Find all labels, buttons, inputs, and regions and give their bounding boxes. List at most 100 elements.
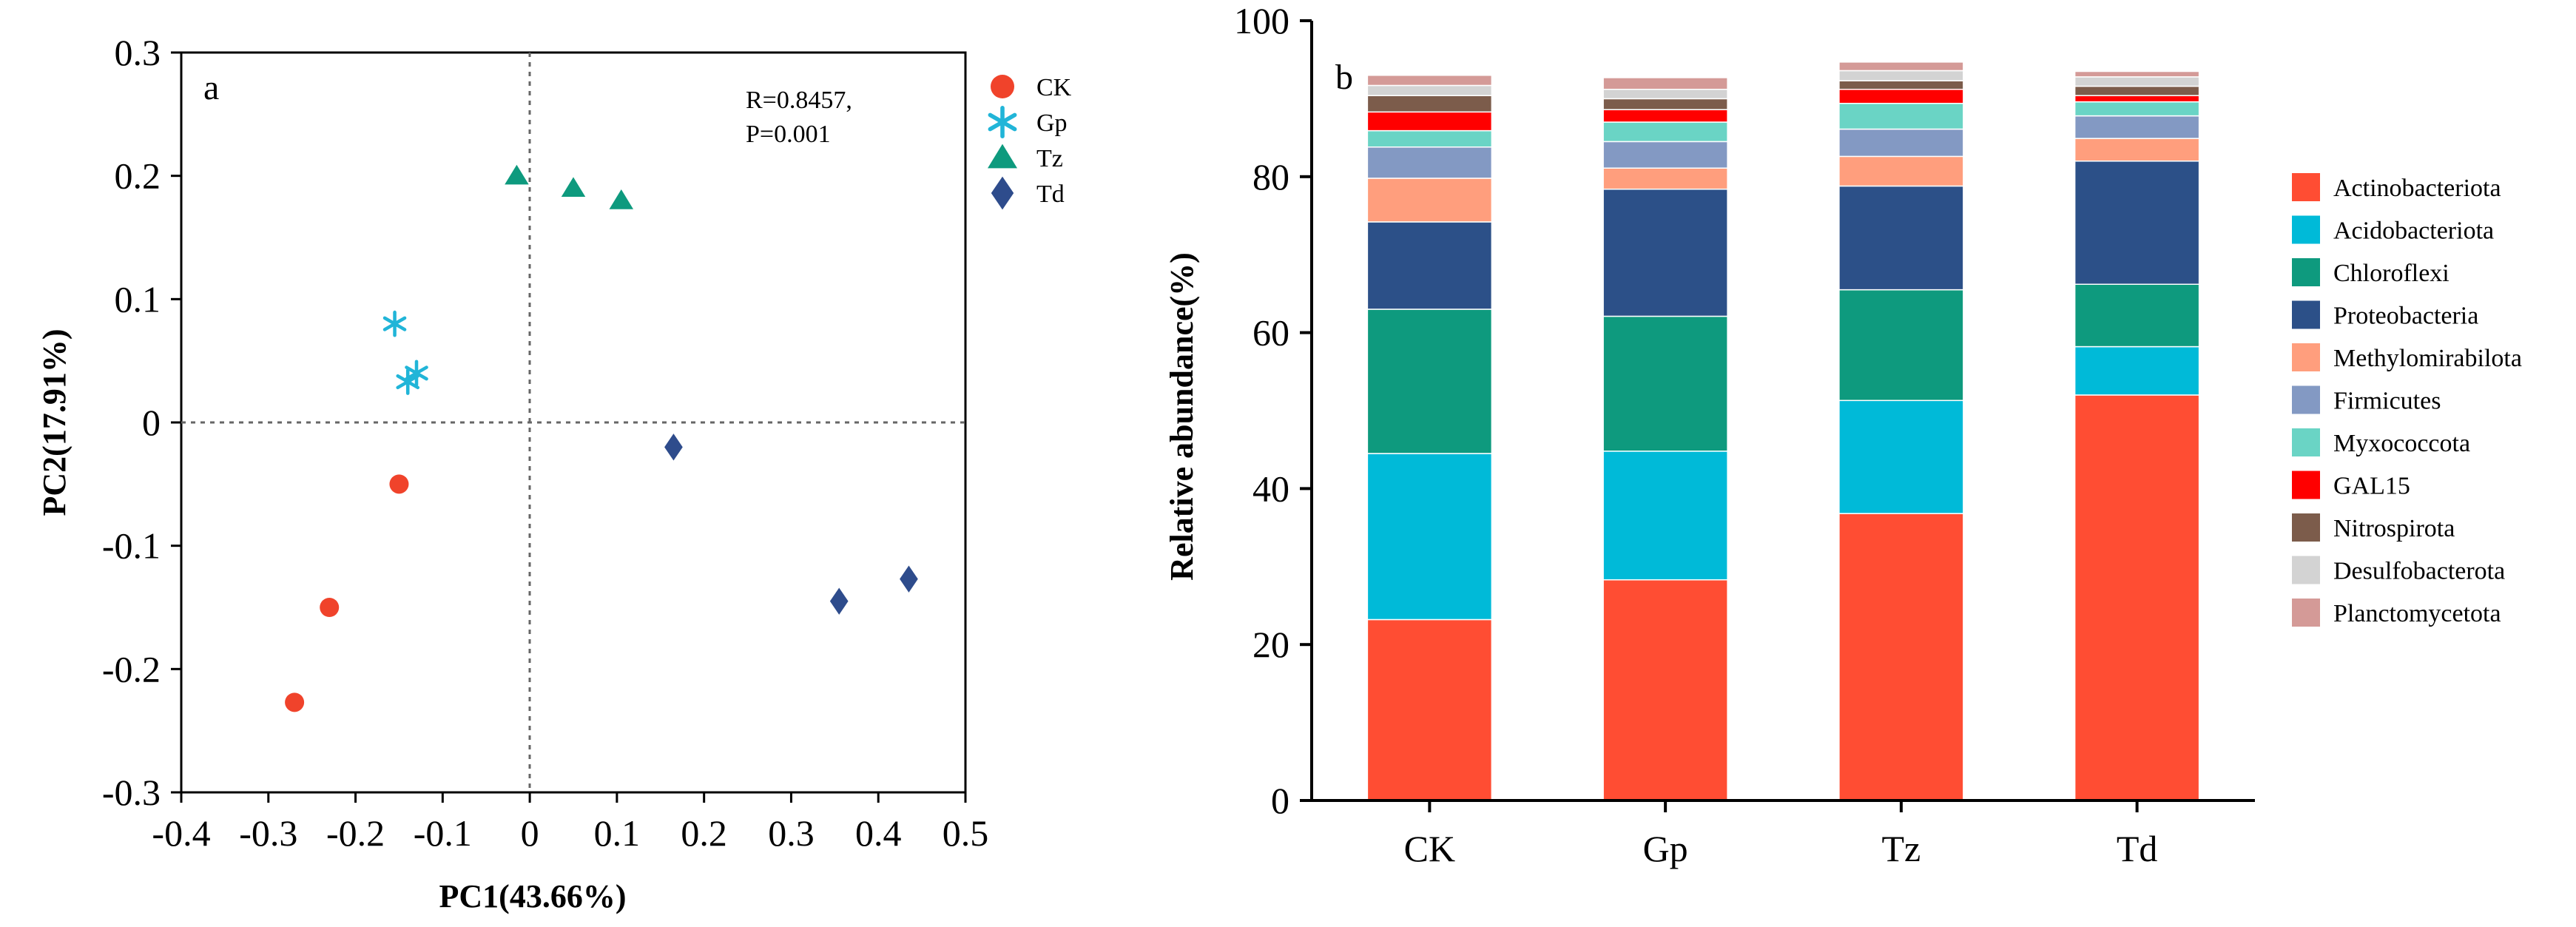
legend-marker-gp xyxy=(988,106,1017,138)
x-tick-label: 0.5 xyxy=(943,812,989,854)
x-tick-label: CK xyxy=(1404,828,1455,869)
legend-swatch-desulfobacterota xyxy=(2292,556,2320,584)
point-gp xyxy=(382,310,407,337)
bar-segment: Gp · Chloroflexi: 17.3% xyxy=(1602,315,1728,452)
y-axis-title: PC2(17.91%) xyxy=(36,329,73,516)
point-ck xyxy=(285,692,305,712)
bar-segment: Gp · Proteobacteria: 16.3% xyxy=(1602,188,1728,317)
bar-segment: Tz · Acidobacteriota: 14.5% xyxy=(1838,400,1964,514)
legend-swatch-actinobacteriota xyxy=(2292,173,2320,201)
bar-segment: Tz · GAL15: 1.8% xyxy=(1838,89,1964,104)
scatter-points xyxy=(285,164,918,712)
y-tick-label: 100 xyxy=(1234,0,1289,41)
bar-segment: Gp · Nitrospirota: 1.4% xyxy=(1602,98,1728,110)
x-tick-label: 0.3 xyxy=(768,812,815,854)
scatter-legend: CK Gp Tz Td xyxy=(988,74,1072,210)
bar-segment: Tz · Desulfobacterota: 1.3% xyxy=(1838,70,1964,81)
legend-label: Planctomycetota xyxy=(2333,600,2501,627)
x-axis-ticks: CK Gp Tz Td xyxy=(1404,800,2158,869)
point-gp xyxy=(405,360,428,387)
bar-segment: Td · Nitrospirota: 1.2% xyxy=(2074,85,2200,96)
bar-segment: CK · Myxococcota: 2.1% xyxy=(1366,129,1493,148)
legend-label: Desulfobacterota xyxy=(2333,558,2505,585)
legend-swatch-chloroflexi xyxy=(2292,258,2320,286)
y-tick-label: 40 xyxy=(1252,468,1289,509)
bar-segments: CK · Actinobacteriota: 23.2%CK · Acidoba… xyxy=(1366,61,2200,801)
y-tick-label: 0.2 xyxy=(115,155,161,197)
legend-swatch-nitrospirota xyxy=(2292,513,2320,542)
bar-segment: Td · Proteobacteria: 15.8% xyxy=(2074,160,2200,286)
x-tick-label: -0.4 xyxy=(152,812,210,854)
point-td xyxy=(900,565,918,593)
bar-segment: CK · Actinobacteriota: 23.2% xyxy=(1366,618,1493,801)
bar-segment: Gp · Actinobacteriota: 28.3% xyxy=(1602,579,1728,801)
bar-segment: Tz · Proteobacteria: 13.3% xyxy=(1838,185,1964,291)
x-tick-label: -0.1 xyxy=(414,812,472,854)
point-tz xyxy=(505,164,529,185)
legend-label: Proteobacteria xyxy=(2333,303,2478,330)
stats-r: R=0.8457, xyxy=(746,87,852,114)
x-tick-label: Tz xyxy=(1882,828,1921,869)
bar-segment: Tz · Planctomycetota: 1.1% xyxy=(1838,61,1964,72)
legend-label: Tz xyxy=(1036,145,1063,172)
bar-segment: Gp · Methylomirabilota: 2.7% xyxy=(1602,167,1728,190)
bar-segment: Td · Myxococcota: 1.8% xyxy=(2074,101,2200,117)
x-tick-label: 0 xyxy=(521,812,539,854)
point-gp-stroke xyxy=(405,365,428,381)
point-gp xyxy=(396,368,420,395)
bar-segment: Tz · Methylomirabilota: 3.8% xyxy=(1838,155,1964,187)
bar-segment: Tz · Firmicutes: 3.5% xyxy=(1838,128,1964,158)
legend-swatch-acidobacteriota xyxy=(2292,215,2320,244)
legend-label: GAL15 xyxy=(2333,473,2410,500)
point-td xyxy=(664,434,683,461)
x-tick-label: 0.2 xyxy=(681,812,727,854)
legend-marker-gp-stroke xyxy=(988,112,1017,132)
bar-segment: CK · Proteobacteria: 11.2% xyxy=(1366,221,1493,310)
bar-segment: Td · Firmicutes: 2.9% xyxy=(2074,115,2200,139)
legend-swatch-methylomirabilota xyxy=(2292,343,2320,371)
legend-marker-ck xyxy=(991,75,1014,98)
bar-segment: CK · Planctomycetota: 1.3% xyxy=(1366,75,1493,87)
y-tick-label: -0.1 xyxy=(102,525,161,567)
x-axis-ticks: -0.4 -0.3 -0.2 -0.1 0 0.1 0.2 0.3 0.4 0.5 xyxy=(152,792,988,854)
y-tick-label: -0.3 xyxy=(102,772,161,813)
x-axis-title: PC1(43.66%) xyxy=(439,878,627,914)
bar-segment: CK · Acidobacteriota: 21.3% xyxy=(1366,453,1493,621)
legend-label: Methylomirabilota xyxy=(2333,345,2522,372)
bar-segment: Td · Chloroflexi: 8% xyxy=(2074,283,2200,348)
point-ck xyxy=(320,598,340,617)
legend-label: Firmicutes xyxy=(2333,388,2441,415)
legend-label: Gp xyxy=(1036,109,1068,137)
legend-label: Td xyxy=(1036,181,1065,208)
bar-segment: Gp · Desulfobacterota: 1.2% xyxy=(1602,89,1728,100)
bar-segment: Tz · Chloroflexi: 14.2% xyxy=(1838,289,1964,402)
y-tick-label: 60 xyxy=(1252,312,1289,354)
legend-swatch-proteobacteria xyxy=(2292,300,2320,329)
bar-segment: CK · Chloroflexi: 18.5% xyxy=(1366,309,1493,454)
stats-p: P=0.001 xyxy=(746,121,831,148)
bar-segment: CK · Firmicutes: 4% xyxy=(1366,146,1493,179)
y-axis-ticks: -0.3 -0.2 -0.1 0 0.1 0.2 0.3 xyxy=(102,32,181,813)
legend-swatch-myxococcota xyxy=(2292,428,2320,456)
bar-segment: Gp · Firmicutes: 3.4% xyxy=(1602,141,1728,169)
y-tick-label: 20 xyxy=(1252,624,1289,665)
legend-label: Acidobacteriota xyxy=(2333,218,2494,245)
legend-label: CK xyxy=(1036,74,1072,101)
bar-segment: Td · Methylomirabilota: 2.9% xyxy=(2074,138,2200,162)
bar-legend: Actinobacteriota Acidobacteriota Chlorofle… xyxy=(2292,173,2522,627)
legend-label: Chloroflexi xyxy=(2333,260,2449,287)
bar-segment: Gp · Myxococcota: 2.5% xyxy=(1602,121,1728,143)
legend-label: Actinobacteriota xyxy=(2333,175,2501,202)
legend-swatch-firmicutes xyxy=(2292,385,2320,414)
legend-swatch-gal15 xyxy=(2292,471,2320,499)
y-tick-label: -0.2 xyxy=(102,648,161,690)
panel-label: b xyxy=(1335,58,1353,97)
x-tick-label: Gp xyxy=(1643,828,1688,869)
legend-label: Myxococcota xyxy=(2333,430,2470,457)
x-tick-label: 0.4 xyxy=(855,812,902,854)
x-tick-label: Td xyxy=(2117,828,2158,869)
y-tick-label: 0 xyxy=(1271,780,1289,821)
y-tick-label: 80 xyxy=(1252,156,1289,198)
y-tick-label: 0.1 xyxy=(115,278,161,320)
